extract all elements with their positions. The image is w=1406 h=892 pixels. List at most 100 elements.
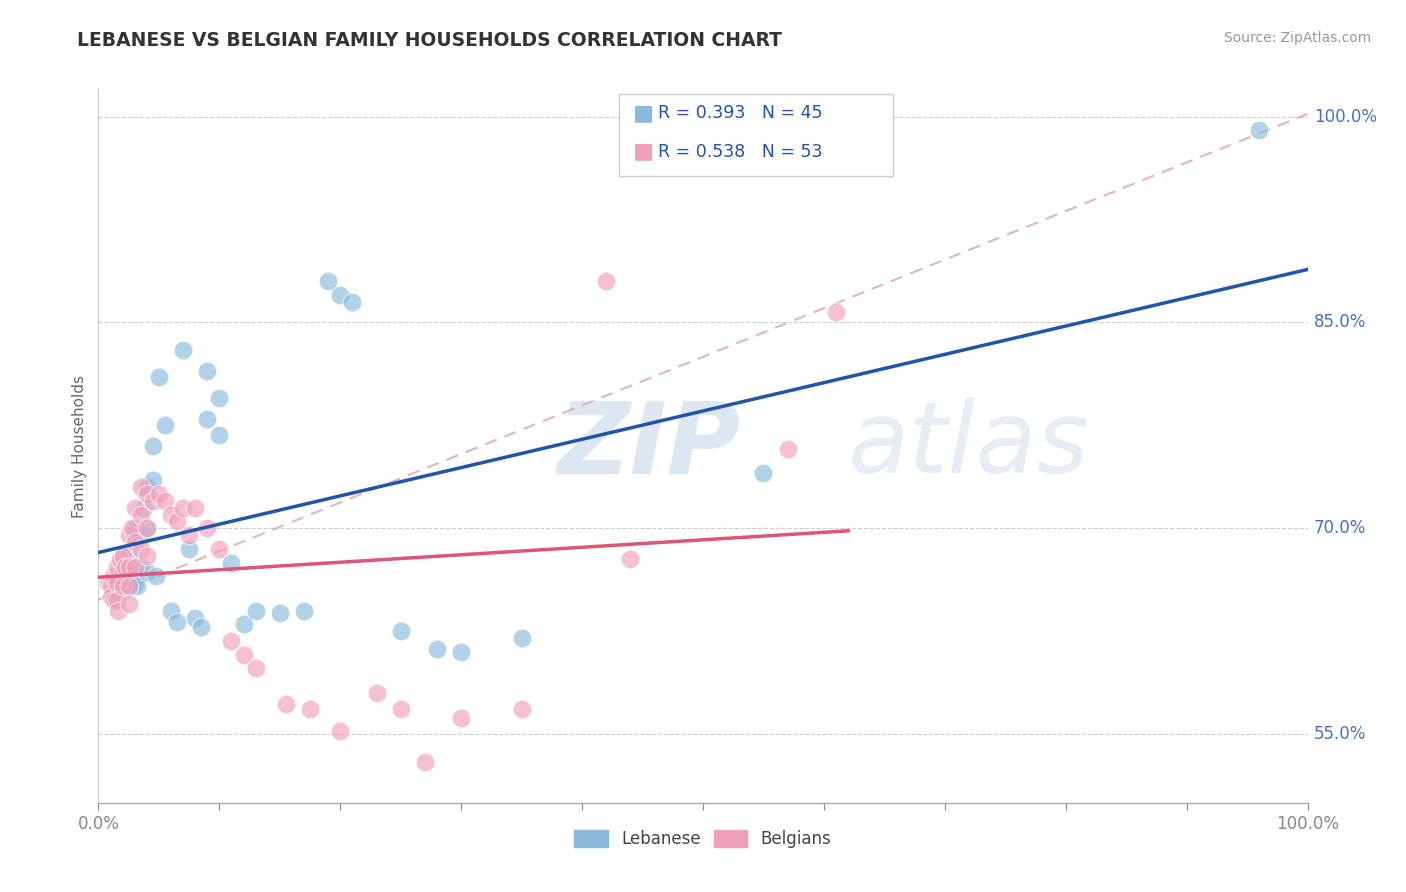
Point	[166, 515, 188, 529]
Text: LEBANESE VS BELGIAN FAMILY HOUSEHOLDS CORRELATION CHART: LEBANESE VS BELGIAN FAMILY HOUSEHOLDS CO…	[77, 31, 782, 50]
Text: ■: ■	[633, 103, 654, 123]
Point	[208, 428, 231, 442]
Point	[160, 508, 183, 522]
Point	[103, 592, 125, 607]
Point	[366, 686, 388, 700]
Point	[148, 370, 170, 384]
Text: Source: ZipAtlas.com: Source: ZipAtlas.com	[1223, 31, 1371, 45]
Text: 100.0%: 100.0%	[1313, 108, 1376, 126]
Point	[413, 755, 436, 769]
Point	[105, 592, 128, 607]
Point	[105, 559, 128, 574]
Point	[172, 343, 194, 357]
Point	[111, 566, 134, 580]
Y-axis label: Family Households: Family Households	[72, 375, 87, 517]
Point	[129, 480, 152, 494]
Point	[221, 556, 243, 570]
Point	[100, 579, 122, 593]
Point	[118, 528, 141, 542]
Point	[124, 535, 146, 549]
Legend: Lebanese, Belgians: Lebanese, Belgians	[568, 823, 838, 855]
Point	[595, 274, 617, 288]
Point	[184, 500, 207, 515]
Point	[160, 604, 183, 618]
Point	[129, 559, 152, 574]
Point	[510, 631, 533, 645]
Point	[195, 363, 218, 377]
Point	[108, 551, 131, 566]
Point	[135, 480, 157, 494]
Point	[776, 442, 799, 456]
Text: atlas: atlas	[848, 398, 1090, 494]
Point	[389, 702, 412, 716]
Point	[329, 724, 352, 739]
Point	[142, 494, 165, 508]
Point	[292, 604, 315, 618]
Text: R = 0.538   N = 53: R = 0.538 N = 53	[658, 143, 823, 161]
Point	[208, 391, 231, 405]
Point	[105, 569, 128, 583]
Point	[153, 418, 176, 433]
Point	[124, 576, 146, 591]
Point	[124, 500, 146, 515]
Point	[124, 559, 146, 574]
Point	[100, 590, 122, 604]
Point	[389, 624, 412, 639]
Point	[134, 500, 156, 515]
Point	[825, 304, 848, 318]
Point	[107, 604, 129, 618]
Point	[450, 645, 472, 659]
Point	[124, 559, 146, 574]
Point	[111, 576, 134, 591]
Point	[101, 569, 124, 583]
Point	[195, 521, 218, 535]
Point	[124, 521, 146, 535]
Point	[221, 633, 243, 648]
Text: 70.0%: 70.0%	[1313, 519, 1367, 537]
Point	[245, 604, 267, 618]
Point	[145, 569, 167, 583]
Point	[135, 521, 157, 535]
Point	[316, 274, 339, 288]
Point	[111, 566, 134, 580]
Point	[135, 521, 157, 535]
Point	[232, 648, 254, 662]
Point	[269, 607, 291, 621]
Point	[1249, 123, 1271, 137]
Point	[166, 615, 188, 629]
Point	[118, 559, 141, 574]
Point	[208, 541, 231, 556]
Point	[129, 541, 152, 556]
Point	[114, 559, 136, 574]
Point	[111, 579, 134, 593]
Point	[135, 566, 157, 580]
Point	[274, 697, 297, 711]
Point	[619, 551, 641, 566]
Point	[114, 583, 136, 598]
Point	[148, 487, 170, 501]
Point	[135, 549, 157, 563]
Text: ■: ■	[633, 142, 654, 161]
Point	[172, 500, 194, 515]
Point	[142, 473, 165, 487]
Point	[184, 610, 207, 624]
Point	[129, 528, 152, 542]
Point	[118, 597, 141, 611]
Point	[426, 642, 449, 657]
Point	[329, 288, 352, 302]
Point	[127, 579, 149, 593]
Point	[195, 411, 218, 425]
Point	[111, 549, 134, 563]
Point	[510, 702, 533, 716]
Point	[179, 528, 201, 542]
Point	[118, 579, 141, 593]
Point	[153, 494, 176, 508]
Point	[118, 549, 141, 563]
Point	[245, 661, 267, 675]
Text: ZIP: ZIP	[558, 398, 741, 494]
Point	[342, 294, 364, 309]
Point	[450, 711, 472, 725]
Point	[105, 576, 128, 591]
Point	[121, 521, 143, 535]
Point	[179, 541, 201, 556]
